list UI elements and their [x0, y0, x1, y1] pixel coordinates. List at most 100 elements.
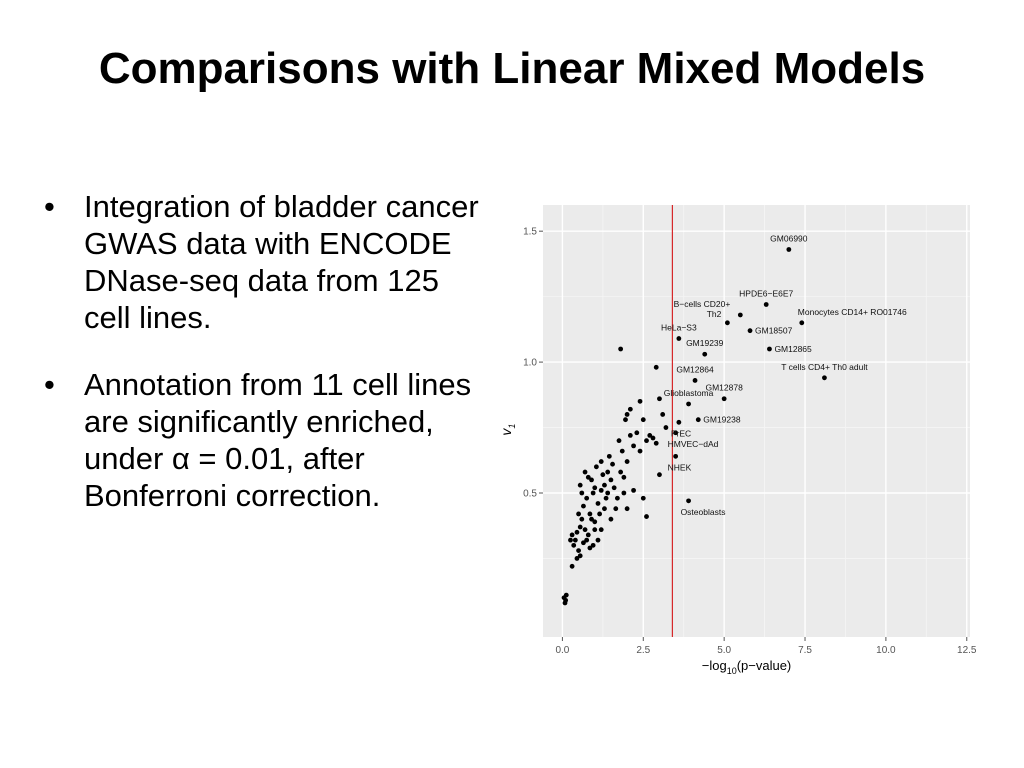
labeled-data-point	[676, 336, 682, 341]
point-label: GM19238	[703, 415, 741, 425]
data-point	[571, 542, 577, 548]
labeled-data-point	[724, 320, 730, 326]
data-point	[562, 600, 568, 606]
y-axis-label-sub: 1	[507, 424, 517, 429]
data-point	[618, 346, 624, 352]
grid-lines	[543, 205, 970, 637]
data-point	[608, 516, 614, 522]
y-tick-label: 0.5	[523, 489, 537, 500]
y-tick-label: 1.5	[523, 227, 537, 238]
point-label: GM12865	[774, 344, 812, 354]
data-point	[577, 553, 583, 559]
data-point	[605, 490, 611, 496]
data-point	[587, 545, 593, 551]
data-point	[634, 430, 640, 436]
data-point	[592, 519, 598, 525]
x-axis-label-suffix: (p−value)	[737, 658, 792, 673]
data-point	[637, 398, 643, 404]
data-point	[592, 527, 598, 533]
point-label: GM12878	[705, 383, 743, 393]
labeled-data-point	[786, 247, 792, 252]
point-label: HeLa−S3	[661, 323, 697, 333]
data-point	[581, 540, 586, 546]
x-axis-label-prefix: −log	[702, 658, 727, 673]
data-point	[582, 527, 588, 533]
data-point	[611, 485, 617, 491]
point-label: Glioblastoma	[664, 388, 714, 398]
point-label: HPDE6−E6E7	[739, 288, 793, 298]
data-point	[608, 477, 614, 483]
data-point	[657, 472, 662, 478]
data-point	[581, 503, 586, 509]
data-point	[589, 516, 594, 522]
data-point	[589, 477, 594, 483]
data-point	[598, 487, 604, 493]
data-point	[637, 448, 643, 454]
data-point	[640, 417, 646, 423]
data-point	[598, 459, 604, 464]
x-tick-label: 10.0	[876, 645, 896, 656]
data-point	[600, 472, 606, 478]
x-tick-label: 2.5	[636, 645, 650, 656]
point-labels: GM06990 HPDE6−E6E7 B−cells CD20+ Monocytes …	[661, 234, 907, 517]
data-point	[595, 537, 601, 543]
point-label: Osteoblasts	[681, 507, 726, 517]
data-point	[585, 532, 591, 538]
data-point	[582, 469, 588, 475]
x-tick-label: 0.0	[555, 645, 569, 656]
data-point	[663, 425, 669, 430]
data-point	[610, 461, 615, 467]
x-axis-label-sub: 10	[727, 666, 737, 676]
point-label: GM19239	[686, 338, 724, 348]
data-point	[653, 440, 659, 446]
scatter-chart: 0.0 2.5 5.0 7.5 10.0 12.5 0.5 1.0 1.5 GM06990 HPD…	[495, 195, 985, 685]
data-points	[561, 247, 827, 606]
data-point	[569, 532, 575, 538]
data-point	[598, 527, 604, 533]
labeled-data-point	[686, 498, 691, 504]
data-point	[619, 448, 625, 454]
labeled-data-point	[822, 375, 827, 381]
y-axis-label: v1	[498, 424, 517, 436]
data-point	[615, 495, 620, 501]
data-point	[640, 495, 646, 501]
labeled-data-point	[676, 419, 682, 425]
data-point	[644, 514, 649, 519]
data-point	[650, 435, 656, 441]
bullet-text-2: Annotation from 11 cell lines are signif…	[84, 367, 472, 513]
data-point	[603, 495, 609, 501]
data-point	[616, 438, 622, 444]
bullet-dot-icon: •	[44, 189, 55, 224]
labeled-data-point	[673, 453, 679, 459]
labeled-data-point	[799, 320, 805, 326]
data-point	[627, 433, 633, 438]
labeled-data-point	[767, 346, 772, 352]
labeled-data-point	[692, 378, 698, 383]
data-point	[624, 506, 630, 512]
data-point	[584, 495, 590, 501]
chart-svg: 0.0 2.5 5.0 7.5 10.0 12.5 0.5 1.0 1.5 GM06990 HPD…	[498, 205, 977, 676]
data-point	[590, 490, 596, 496]
data-point	[576, 548, 581, 553]
data-point	[597, 511, 603, 517]
data-point	[595, 501, 601, 506]
data-point	[568, 537, 573, 543]
bullet-dot-icon: •	[44, 367, 55, 402]
bullet-item-1: • Integration of bladder cancer GWAS dat…	[40, 188, 485, 336]
slide-title: Comparisons with Linear Mixed Models	[98, 44, 926, 93]
point-label: GM18507	[755, 326, 793, 336]
data-point	[623, 417, 628, 423]
data-point	[579, 490, 585, 496]
data-point	[587, 511, 593, 517]
data-point	[593, 464, 599, 470]
data-point	[577, 482, 583, 488]
x-tick-label: 5.0	[717, 645, 731, 656]
data-point	[644, 438, 649, 444]
labeled-data-point	[747, 328, 753, 334]
data-point	[613, 506, 619, 512]
data-point	[579, 516, 585, 522]
point-label: HMVEC−dAd	[668, 439, 719, 449]
point-label: B−cells CD20+	[674, 299, 731, 309]
data-point	[631, 443, 636, 449]
data-point	[627, 406, 633, 412]
